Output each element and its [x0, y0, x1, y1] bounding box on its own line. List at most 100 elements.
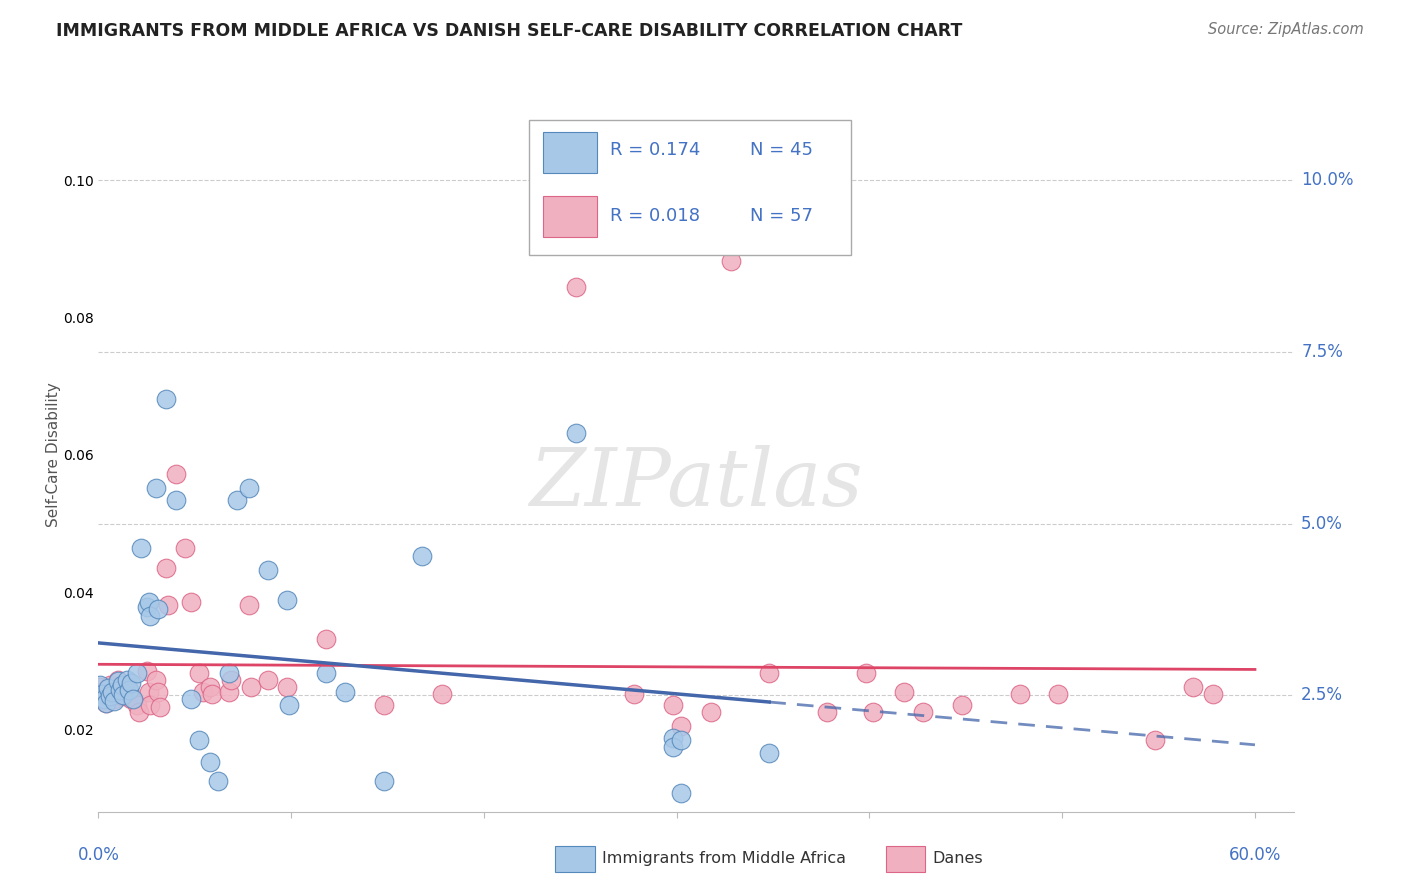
Point [89, 678, 111, 692]
Point [239, 680, 262, 694]
Point [135, 664, 157, 678]
Point [165, 492, 187, 507]
Point [98, 690, 121, 704]
Point [101, 684, 124, 698]
Point [191, 684, 214, 698]
Point [373, 773, 395, 788]
Point [893, 684, 915, 698]
Point [117, 678, 139, 692]
Point [138, 595, 160, 609]
Point [200, 680, 222, 694]
FancyBboxPatch shape [529, 120, 851, 255]
Point [662, 698, 685, 713]
Point [700, 705, 723, 719]
Point [108, 682, 131, 697]
Point [662, 731, 685, 745]
Point [139, 609, 162, 624]
Point [912, 705, 935, 719]
Point [565, 280, 588, 294]
Point [257, 673, 280, 687]
Point [333, 684, 356, 698]
Point [125, 666, 148, 681]
Point [103, 693, 125, 707]
Text: R = 0.174: R = 0.174 [610, 141, 700, 159]
Point [187, 732, 209, 747]
Point [138, 684, 160, 698]
Point [862, 705, 884, 719]
Point [91, 684, 114, 698]
Point [669, 732, 692, 747]
Point [93, 690, 115, 704]
Point [565, 425, 588, 440]
Point [110, 678, 132, 692]
Point [180, 595, 202, 609]
Point [128, 705, 150, 719]
Point [623, 687, 645, 701]
Point [118, 682, 141, 697]
Text: Danes: Danes [932, 852, 983, 866]
Text: IMMIGRANTS FROM MIDDLE AFRICA VS DANISH SELF-CARE DISABILITY CORRELATION CHART: IMMIGRANTS FROM MIDDLE AFRICA VS DANISH … [56, 22, 963, 40]
Point [218, 684, 240, 698]
Point [758, 666, 780, 681]
Bar [543, 132, 596, 173]
Point [720, 254, 742, 268]
Text: ZIPatlas: ZIPatlas [529, 445, 863, 522]
Point [89, 680, 111, 694]
Point [411, 549, 433, 564]
Point [112, 688, 135, 702]
Point [107, 673, 129, 687]
Point [221, 673, 243, 687]
Point [155, 392, 177, 406]
Text: 60.0%: 60.0% [1229, 846, 1281, 864]
Point [110, 690, 132, 704]
Point [129, 541, 152, 555]
Point [93, 691, 115, 706]
Point [156, 598, 179, 612]
Point [662, 739, 685, 754]
Point [815, 705, 838, 719]
Point [950, 698, 973, 713]
Point [94, 696, 117, 710]
Point [139, 698, 162, 713]
Point [97, 681, 120, 696]
Point [149, 700, 172, 714]
Text: Source: ZipAtlas.com: Source: ZipAtlas.com [1208, 22, 1364, 37]
Point [103, 691, 125, 706]
Point [201, 687, 224, 701]
Point [174, 541, 197, 555]
Point [758, 747, 780, 761]
Point [276, 680, 298, 694]
Text: 2.5%: 2.5% [1301, 686, 1343, 704]
Point [669, 785, 692, 799]
Text: Immigrants from Middle Africa: Immigrants from Middle Africa [602, 852, 846, 866]
Point [117, 673, 139, 687]
Point [276, 593, 298, 607]
Point [238, 598, 260, 612]
Point [108, 682, 131, 697]
Point [94, 696, 117, 710]
Point [430, 687, 453, 701]
Bar [543, 196, 596, 237]
Text: 5.0%: 5.0% [1301, 515, 1343, 533]
Point [257, 563, 280, 577]
Point [165, 467, 187, 482]
Point [315, 666, 337, 681]
Point [278, 698, 301, 713]
Point [107, 674, 129, 689]
Text: R = 0.018: R = 0.018 [610, 207, 700, 225]
Text: N = 45: N = 45 [749, 141, 813, 159]
Point [1182, 680, 1205, 694]
Point [120, 675, 142, 690]
Text: 7.5%: 7.5% [1301, 343, 1343, 361]
Point [1047, 687, 1070, 701]
Point [855, 666, 877, 681]
Point [148, 684, 170, 698]
Point [155, 561, 177, 575]
Point [669, 719, 692, 733]
Text: 10.0%: 10.0% [1301, 171, 1354, 189]
Point [122, 691, 145, 706]
Point [207, 773, 229, 788]
Text: 0.0%: 0.0% [77, 846, 120, 864]
Point [125, 698, 148, 713]
Point [91, 687, 114, 701]
